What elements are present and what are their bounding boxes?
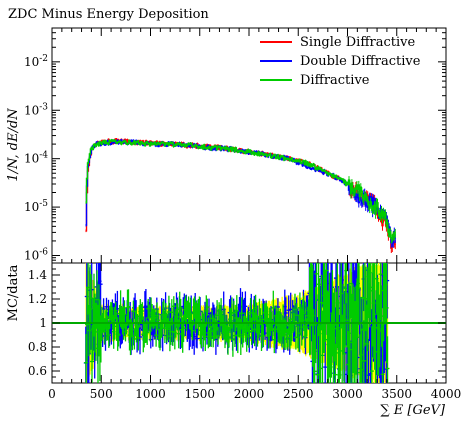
x-tick-label: 2000 (234, 387, 265, 401)
x-tick-label: 1000 (135, 387, 166, 401)
ratio-y-tick-label: 0.8 (28, 340, 47, 354)
x-tick-label: 3500 (381, 387, 412, 401)
legend: Single Diffractive Double Diffractive Diff… (260, 35, 421, 88)
x-axis-label: ∑ E [GeV] (380, 403, 446, 418)
ratio-y-tick-label: 1 (39, 316, 47, 330)
ratio-y-axis: 0.6 0.8 1 1.2 1.4 (28, 268, 446, 378)
x-tick-label: 500 (90, 387, 113, 401)
main-plot: 10-6 10-5 10-4 10-3 10-2 1/N, dE/dN (6, 27, 447, 264)
main-y-tick-label: 10-6 (24, 248, 48, 263)
ratio-series-group (83, 263, 390, 383)
ratio-plot: 0.6 0.8 1 1.2 1.4 MC/data (6, 262, 447, 384)
main-y-axis-label: 1/N, dE/dN (6, 108, 21, 182)
x-tick-label: 2500 (283, 387, 314, 401)
x-tick-label: 0 (48, 387, 56, 401)
x-tick-label: 4000 (431, 387, 461, 401)
legend-entry-label: Double Diffractive (300, 54, 421, 69)
legend-entry-label: Diffractive (300, 73, 370, 88)
x-tick-label: 3000 (332, 387, 363, 401)
x-tick-label: 1500 (184, 387, 215, 401)
main-y-tick-label: 10-2 (24, 54, 48, 69)
ratio-y-tick-label: 0.6 (28, 364, 47, 378)
ratio-y-tick-label: 1.4 (28, 268, 47, 282)
x-axis: 0 500 1000 1500 2000 2500 3000 3500 4000 (48, 28, 461, 401)
main-y-tick-label: 10-4 (24, 151, 48, 166)
main-y-tick-label: 10-3 (24, 102, 48, 117)
ratio-y-tick-label: 1.2 (28, 292, 47, 306)
ratio-y-axis-label: MC/data (6, 264, 21, 321)
main-y-tick-label: 10-5 (24, 199, 48, 214)
main-series-group (85, 138, 396, 253)
chart-title: ZDC Minus Energy Deposition (8, 7, 209, 22)
main-series-line (85, 139, 396, 240)
legend-entry-label: Single Diffractive (300, 35, 416, 50)
